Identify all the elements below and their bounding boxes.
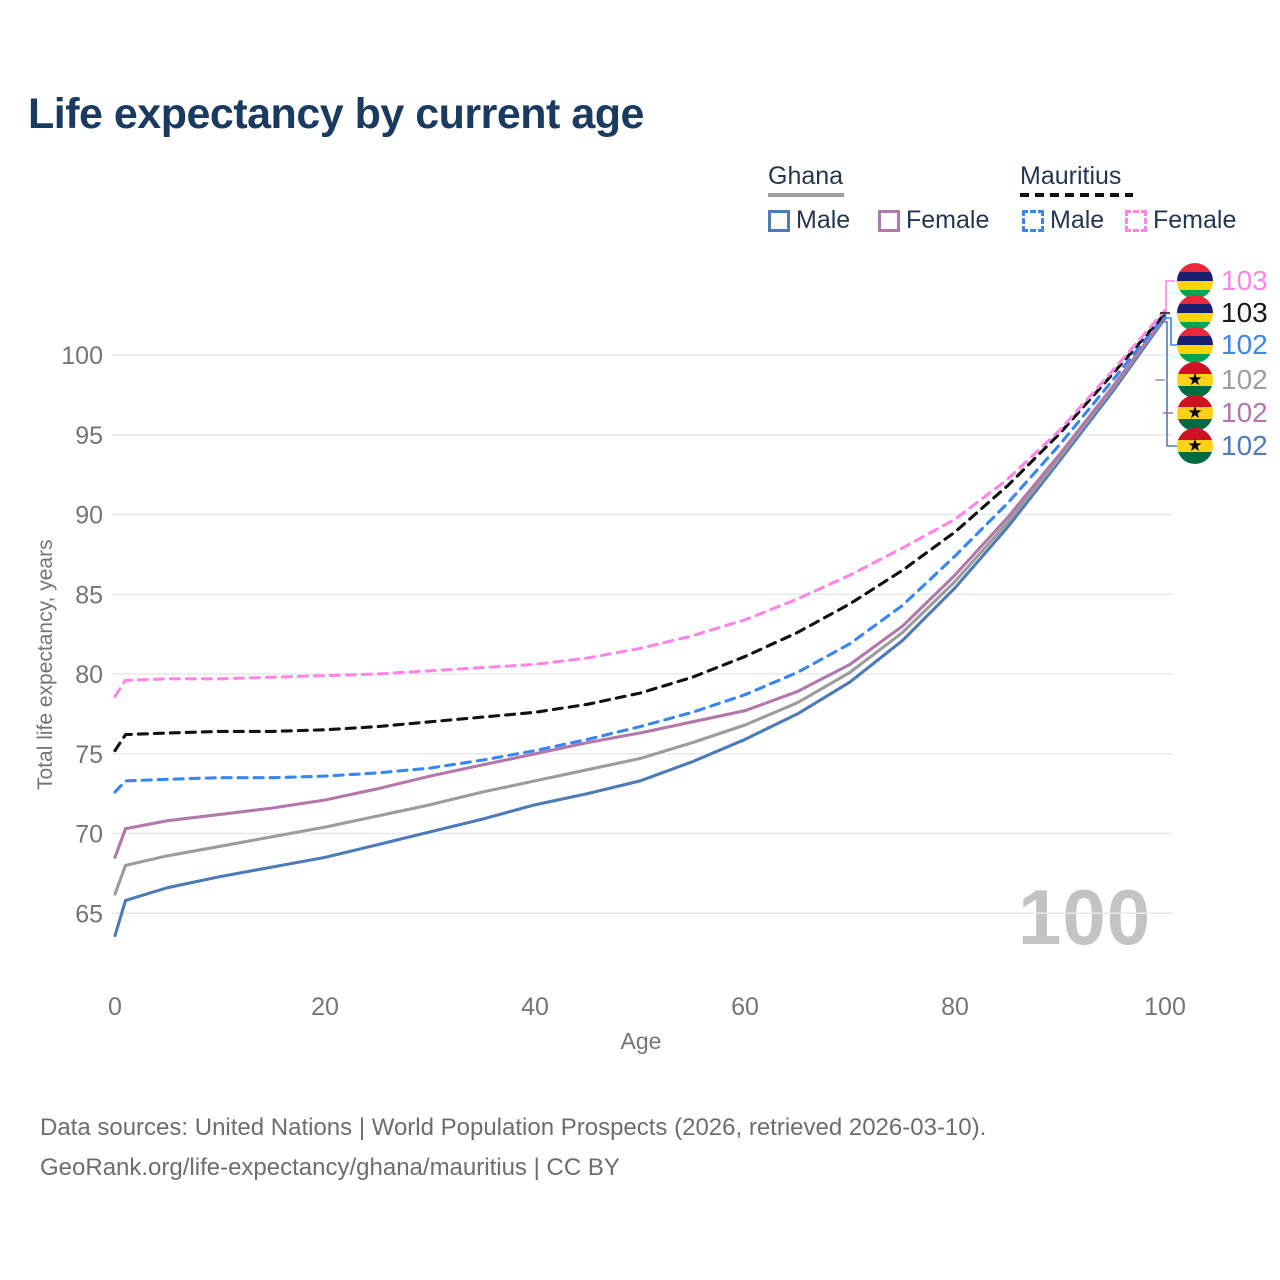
legend-item-mauritius-female[interactable]: Female <box>1125 206 1236 235</box>
footer-line-1: Data sources: United Nations | World Pop… <box>40 1114 987 1141</box>
y-tick-70: 70 <box>75 821 103 849</box>
x-tick-100: 100 <box>1144 993 1186 1021</box>
age-watermark: 100 <box>1018 873 1152 961</box>
y-tick-100: 100 <box>61 342 103 370</box>
page-title: Life expectancy by current age <box>28 90 644 138</box>
y-tick-85: 85 <box>75 581 103 609</box>
legend-group-ghana[interactable]: Ghana <box>768 162 844 190</box>
legend-item-label: Male <box>796 206 851 234</box>
ghana-male-swatch-icon <box>768 209 790 232</box>
y-tick-80: 80 <box>75 661 103 689</box>
series-line-ghana-both-sexes <box>113 315 1167 896</box>
x-axis-title: Age <box>620 1028 662 1054</box>
series-line-mauritius-female <box>113 308 1167 698</box>
leader-line-0 <box>1165 280 1175 312</box>
x-tick-60: 60 <box>731 993 759 1021</box>
legend-item-ghana-female[interactable]: Female <box>878 206 989 235</box>
leader-line-5 <box>1161 321 1177 447</box>
legend-item-label: Female <box>906 206 990 234</box>
mauritius-dashed-line-swatch <box>1020 193 1133 197</box>
y-tick-75: 75 <box>75 741 103 769</box>
series-line-mauritius-male <box>113 313 1167 794</box>
x-tick-80: 80 <box>941 993 969 1021</box>
leader-line-2 <box>1162 317 1177 346</box>
series-line-ghana-male <box>113 316 1167 938</box>
mauritius-female-swatch-icon <box>1125 209 1147 232</box>
footer-line-2[interactable]: GeoRank.org/life-expectancy/ghana/maurit… <box>40 1154 620 1181</box>
mauritius-male-swatch-icon <box>1022 209 1044 232</box>
y-tick-90: 90 <box>75 502 103 530</box>
legend-item-label: Male <box>1050 206 1105 234</box>
ghana-solid-line-swatch <box>768 193 844 197</box>
x-tick-20: 20 <box>311 993 339 1021</box>
x-tick-0: 0 <box>108 993 122 1021</box>
legend-item-label: Female <box>1153 206 1237 234</box>
data-sources-footer: Data sources: United Nations | World Pop… <box>40 1108 986 1188</box>
legend-group-mauritius[interactable]: Mauritius <box>1020 162 1122 190</box>
legend-item-mauritius-male[interactable]: Male <box>1022 206 1104 235</box>
series-line-ghana-female <box>113 315 1167 859</box>
chart-legend: Ghana Mauritius Male Female Male Female <box>0 160 1280 240</box>
y-tick-95: 95 <box>75 422 103 450</box>
series-line-mauritius-both-sexes <box>113 311 1167 753</box>
legend-item-ghana-male[interactable]: Male <box>768 206 850 235</box>
y-tick-65: 65 <box>75 900 103 928</box>
x-tick-40: 40 <box>521 993 549 1021</box>
ghana-female-swatch-icon <box>878 209 900 232</box>
